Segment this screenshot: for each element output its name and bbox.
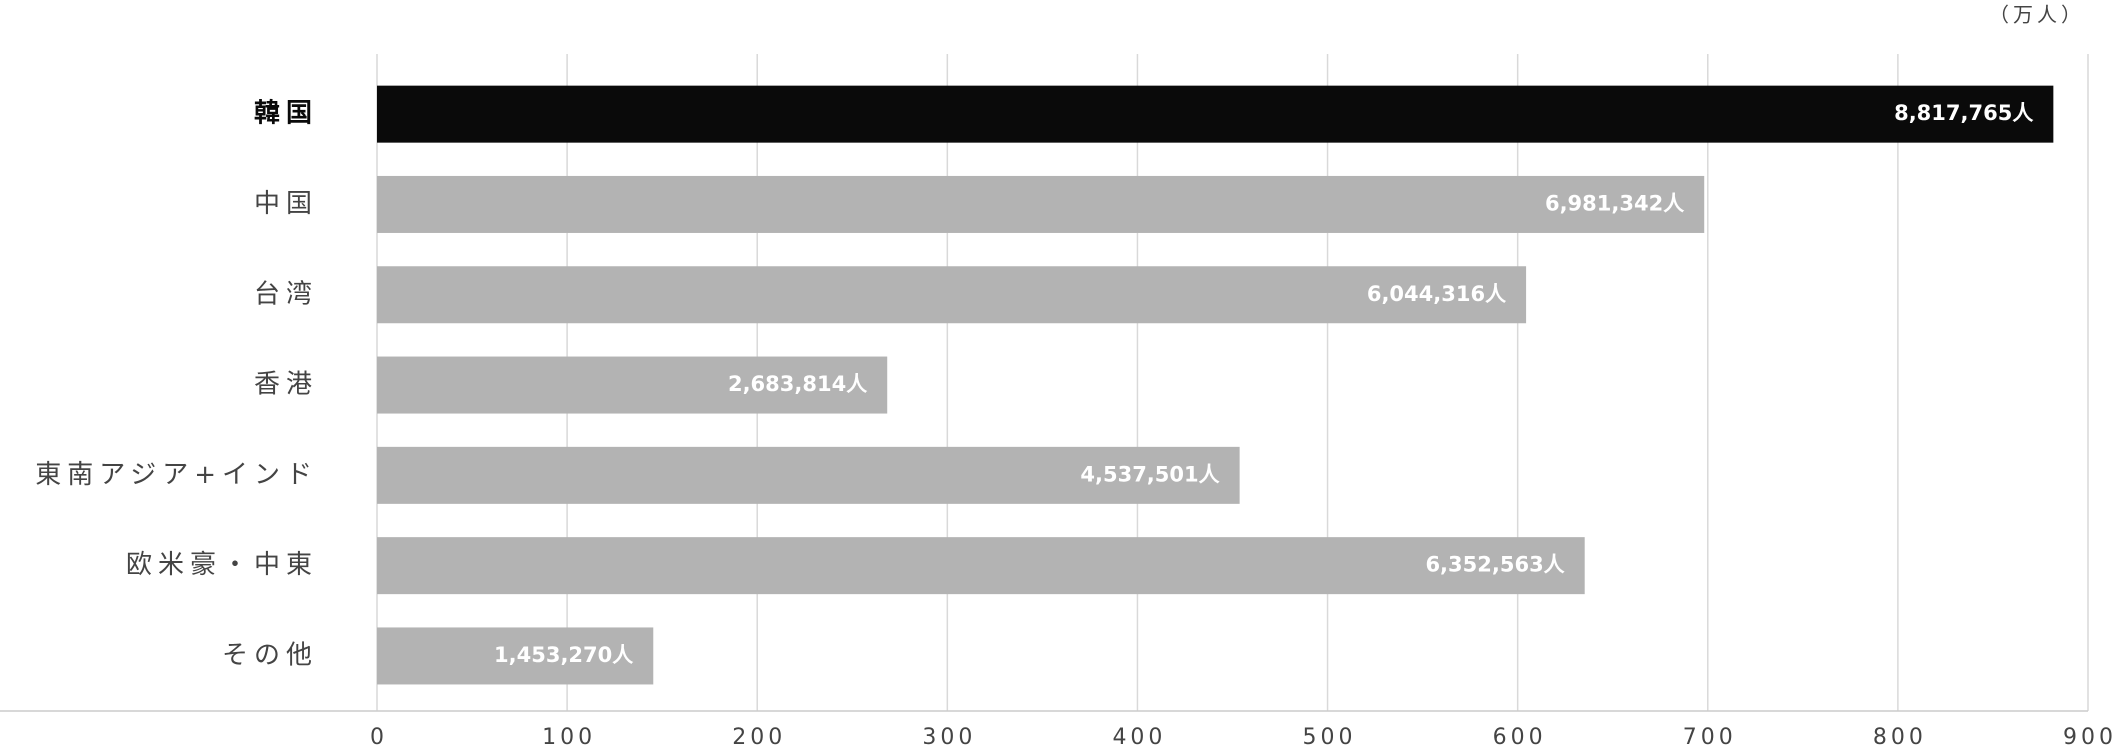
x-tick-label: 400 (1112, 725, 1166, 750)
category-label: 中国 (254, 189, 318, 219)
value-label: 6,044,316人 (1367, 282, 1506, 306)
category-label: 欧米豪・中東 (126, 550, 318, 580)
x-tick-label: 500 (1303, 725, 1357, 750)
x-tick-label: 700 (1683, 725, 1737, 750)
value-label: 1,453,270人 (494, 643, 633, 667)
x-tick-label: 0 (370, 725, 388, 750)
bar (377, 446, 1240, 504)
category-label: 韓国 (254, 99, 318, 129)
x-tick-label: 600 (1493, 725, 1547, 750)
category-label: 東南アジア+インド (35, 460, 318, 490)
category-label: 香港 (254, 370, 318, 400)
bar (377, 266, 1527, 324)
bar (377, 356, 888, 414)
value-label: 2,683,814人 (728, 372, 867, 396)
x-tick-label: 800 (1873, 725, 1927, 750)
bar (377, 537, 1585, 595)
bar (377, 175, 1705, 233)
value-label: 6,352,563人 (1425, 553, 1564, 577)
x-tick-label: 900 (2063, 725, 2112, 750)
x-tick-label: 200 (732, 725, 786, 750)
bar (377, 627, 654, 685)
category-label: その他 (222, 640, 318, 670)
unit-label: （万人） (1989, 3, 2085, 27)
value-label: 4,537,501人 (1080, 462, 1219, 486)
bar (377, 85, 2054, 143)
category-label: 台湾 (254, 279, 318, 309)
x-tick-label: 300 (922, 725, 976, 750)
value-label: 8,817,765人 (1894, 101, 2033, 125)
value-label: 6,981,342人 (1545, 191, 1684, 215)
x-tick-label: 100 (542, 725, 596, 750)
